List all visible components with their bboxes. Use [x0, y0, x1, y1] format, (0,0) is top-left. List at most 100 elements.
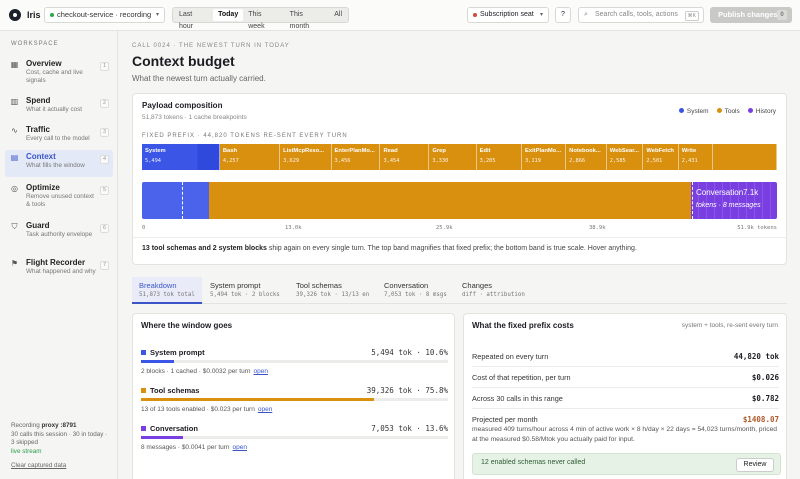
history-swatch [141, 426, 146, 431]
section-value: 5,494 tok · 10.6% [371, 348, 448, 357]
review-button[interactable]: Review [736, 458, 774, 472]
true-scale-system-block[interactable] [142, 182, 210, 219]
sidebar-item-title: Flight Recorder [26, 258, 86, 267]
subscription-dot-icon [473, 13, 477, 17]
sidebar-item-desc: What it actually cost [26, 106, 82, 113]
prefix-segment-system[interactable]: System 5,494 [142, 144, 220, 170]
shield-check-icon: ◎ [11, 184, 18, 193]
cost-row: Cost of that repetition, per turn $0.026 [472, 367, 779, 388]
sidebar-item-traffic[interactable]: ∿ Traffic Every call to the model 3 [5, 123, 113, 151]
range-today[interactable]: Today [213, 9, 244, 21]
segment-value: 5,494 [145, 158, 161, 164]
shortcut-badge: 1 [100, 62, 109, 71]
sidebar-item-spend[interactable]: ▥ Spend What it actually cost 2 [5, 94, 113, 122]
tab-conversation[interactable]: Conversation 7,053 tok · 8 msgs [377, 277, 455, 304]
open-tool-schemas-link[interactable]: open [257, 406, 273, 413]
tab-label: Tool schemas [296, 281, 342, 290]
workspace-heading: WORKSPACE [11, 41, 59, 47]
sidebar-item-desc: Cost, cache and live signals [26, 69, 83, 84]
cache-breakpoint-marker [182, 182, 183, 219]
tab-label: Breakdown [139, 281, 177, 290]
open-system-prompt-link[interactable]: open [253, 368, 268, 375]
section-fill [141, 360, 174, 363]
segment-name: Bash [222, 148, 238, 154]
conversation-name: Conversation [696, 188, 744, 197]
grid-icon: ▦ [10, 60, 19, 69]
time-range-selector: Last hour Today This week This month All [172, 7, 349, 30]
prefix-segment-read[interactable]: Read 3,454 [380, 144, 430, 170]
axis-tick: 0 [142, 225, 146, 231]
iris-logo-icon [9, 9, 21, 21]
sidebar: WORKSPACE ▦ Overview Cost, cache and liv… [0, 31, 118, 479]
sidebar-item-flight-recorder[interactable]: ⚑ Flight Recorder What happened and why … [5, 256, 113, 284]
prefix-segment-webfetch[interactable]: WebFetch 2,501 [643, 144, 679, 170]
prefix-segment-bash[interactable]: Bash 4,257 [219, 144, 281, 170]
sidebar-item-optimize[interactable]: ◎ Optimize Remove unused context & tools… [5, 181, 113, 209]
help-button[interactable]: ? [555, 7, 571, 23]
segment-value: 3,119 [524, 158, 541, 164]
sidebar-item-title: Optimize [26, 183, 60, 192]
pulse-icon: ∿ [11, 126, 18, 135]
chevron-down-icon: ▾ [539, 12, 543, 18]
conversation-label: Conversation7.1k [696, 188, 758, 197]
clear-captured-data-link[interactable]: Clear captured data [11, 462, 67, 469]
subscription-button[interactable]: Subscription seat ▾ [467, 7, 549, 23]
cost-label: Projected per month [472, 415, 538, 424]
segment-value: 3,629 [283, 158, 300, 164]
publish-label: Publish changes [718, 10, 778, 19]
service-selector[interactable]: checkout-service · recording ▾ [44, 7, 165, 23]
page-subtitle: What the newest turn actually carried. [132, 74, 266, 83]
prefix-segment-enterplanmo[interactable]: EnterPlanMo... 3,456 [331, 144, 381, 170]
search-input[interactable]: ⌕ Search calls, tools, actions ⌘K [578, 7, 704, 23]
prefix-segment-write[interactable]: Write 2,431 [678, 144, 714, 170]
shortcut-badge: 5 [100, 186, 109, 195]
footer-bold: 13 tool schemas and 2 system blocks [142, 245, 267, 252]
prefix-segment-more-tools[interactable] [713, 144, 777, 170]
axis-tick: 38.9k [589, 225, 606, 231]
segment-name: EnterPlanMo... [334, 148, 375, 154]
true-scale-tools-block[interactable] [209, 182, 691, 219]
shield-icon: ⛉ [11, 222, 18, 231]
costs-subtitle: system + tools, re-sent every turn [681, 322, 778, 329]
range-this-week[interactable]: This week [248, 11, 265, 30]
prefix-segment-grep[interactable]: Grep 3,330 [429, 144, 477, 170]
legend-system: System [678, 108, 709, 115]
segment-name: System [145, 148, 166, 154]
prefix-segment-websear[interactable]: WebSear... 2,585 [606, 144, 644, 170]
segment-name: Edit [479, 148, 491, 154]
sidebar-item-overview[interactable]: ▦ Overview Cost, cache and live signals … [5, 57, 113, 85]
tab-changes[interactable]: Changes diff · attribution [455, 277, 531, 304]
section-track [141, 398, 448, 401]
segment-name: ExitPlanMo... [524, 148, 562, 154]
prefix-segment-listmcpreso[interactable]: ListMcpReso... 3,629 [280, 144, 332, 170]
segment-value: 3,205 [479, 158, 496, 164]
shortcut-badge: 6 [100, 224, 109, 233]
range-all[interactable]: All [334, 11, 342, 18]
range-this-month[interactable]: This month [289, 11, 310, 30]
sidebar-item-guard[interactable]: ⛉ Guard Task authority envelope 6 [5, 219, 113, 247]
tab-tool-schemas[interactable]: Tool schemas 39,326 tok · 13/13 en [289, 277, 377, 304]
true-scale-history-block[interactable] [690, 182, 777, 219]
range-last-hour[interactable]: Last hour [179, 11, 194, 30]
sidebar-item-desc: Task authority envelope [26, 231, 93, 238]
prefix-segment-exitplanmo[interactable]: ExitPlanMo... 3,119 [521, 144, 567, 170]
subscription-label: Subscription seat [480, 11, 534, 18]
open-conversation-link[interactable]: open [232, 444, 247, 451]
tab-breakdown[interactable]: Breakdown 51,873 tok total [132, 277, 202, 304]
cost-value: 44,820 tok [733, 352, 779, 361]
segment-value: 2,431 [681, 158, 698, 164]
publish-changes-button[interactable]: Publish changes 0 [710, 7, 792, 23]
sidebar-item-desc: Every call to the model [26, 135, 90, 142]
segment-value: 2,866 [569, 158, 586, 164]
segment-value: 4,257 [222, 158, 239, 164]
segment-value: 2,585 [609, 158, 626, 164]
sidebar-item-context[interactable]: ▤ Context What fills the window 4 [5, 150, 113, 177]
tab-system-prompt[interactable]: System prompt 5,494 tok · 2 blocks [203, 277, 288, 304]
legend-swatch [747, 108, 753, 113]
fixed-prefix-band: System 5,494 Bash 4,257 ListMcpReso... 3,629 E… [142, 144, 777, 170]
cost-row: Projected per month $1408.07 [472, 409, 779, 430]
prefix-segment-edit[interactable]: Edit 3,205 [476, 144, 522, 170]
prefix-segment-notebook[interactable]: Notebook... 2,866 [566, 144, 607, 170]
payload-legend: System Tools History [678, 108, 776, 115]
payload-title: Payload composition [142, 101, 223, 110]
